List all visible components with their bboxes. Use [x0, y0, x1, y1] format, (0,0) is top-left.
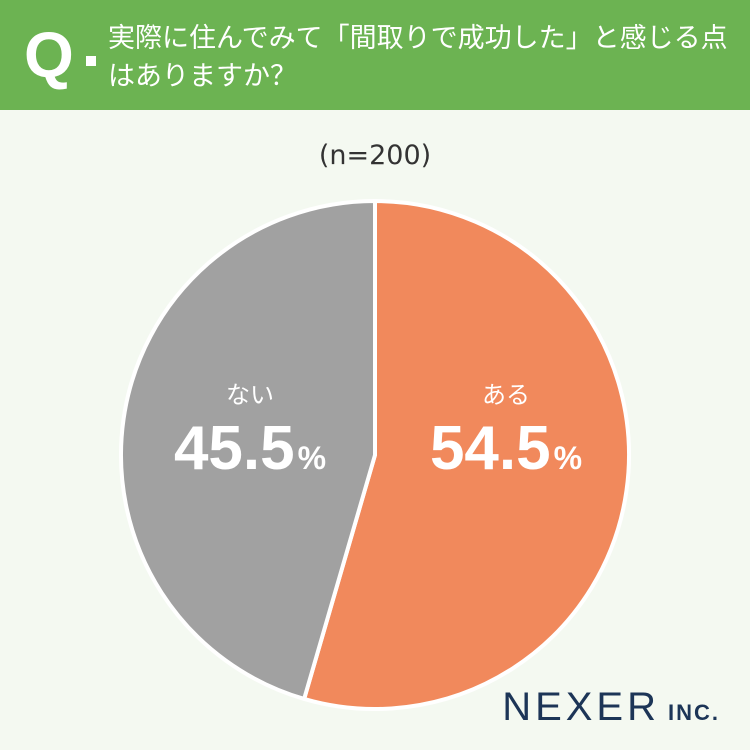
q-dot: [86, 56, 96, 66]
sample-size: (n=200): [318, 140, 432, 171]
percent-value-nai: 45.5: [173, 414, 295, 483]
percent-label-aru: 54.5%: [386, 414, 626, 493]
pie-slice-aru: [302, 199, 631, 711]
question-header: Q 実際に住んでみて「間取りで成功した」と感じる点はありますか？: [0, 0, 750, 110]
percent-unit-aru: %: [553, 440, 583, 476]
slice-label-aru: ある 54.5%: [386, 380, 626, 493]
q-mark: Q: [24, 19, 74, 91]
nexer-logo: NEXER INC.: [502, 685, 720, 730]
pie-slice-nai: [119, 199, 377, 701]
logo-sub: INC.: [668, 700, 720, 725]
category-label-aru: ある: [482, 381, 530, 409]
percent-value-aru: 54.5: [429, 414, 551, 483]
percent-unit-nai: %: [297, 440, 327, 476]
category-label-nai: ない: [226, 381, 274, 409]
percent-label-nai: 45.5%: [130, 414, 370, 493]
slice-label-nai: ない 45.5%: [130, 380, 370, 493]
question-text: 実際に住んでみて「間取りで成功した」と感じる点はありますか？: [108, 23, 728, 92]
logo-main: NEXER: [502, 685, 660, 729]
